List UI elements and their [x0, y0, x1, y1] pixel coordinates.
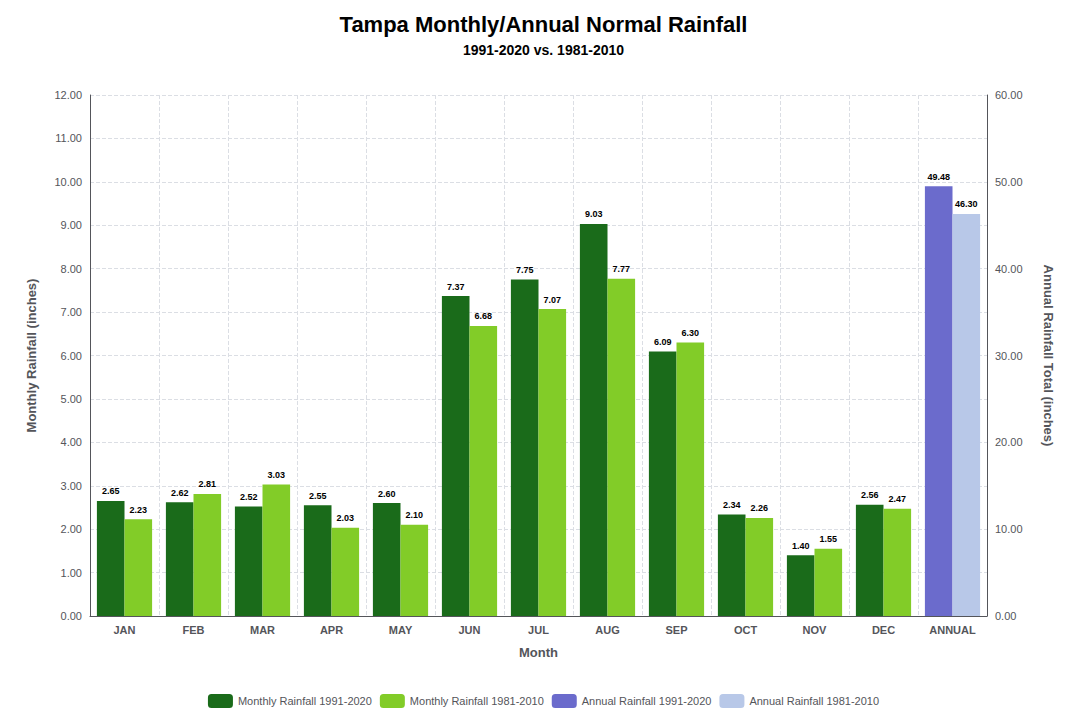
svg-text:9.00: 9.00 [61, 219, 82, 231]
svg-text:5.00: 5.00 [61, 393, 82, 405]
svg-text:7.75: 7.75 [516, 265, 534, 275]
svg-text:Tampa Monthly/Annual Normal Ra: Tampa Monthly/Annual Normal Rainfall [340, 12, 748, 37]
svg-text:10.00: 10.00 [54, 176, 82, 188]
svg-text:JUL: JUL [528, 624, 549, 636]
svg-text:2.62: 2.62 [171, 488, 189, 498]
svg-text:1991-2020 vs. 1981-2010: 1991-2020 vs. 1981-2010 [463, 42, 624, 58]
svg-text:2.47: 2.47 [889, 494, 907, 504]
svg-text:7.07: 7.07 [544, 295, 562, 305]
svg-text:30.00: 30.00 [995, 350, 1023, 362]
svg-text:20.00: 20.00 [995, 436, 1023, 448]
svg-text:12.00: 12.00 [54, 89, 82, 101]
svg-text:ANNUAL: ANNUAL [929, 624, 976, 636]
svg-text:NOV: NOV [803, 624, 828, 636]
svg-text:2.60: 2.60 [378, 489, 396, 499]
svg-text:6.00: 6.00 [61, 350, 82, 362]
svg-text:Monthly Rainfall (inches): Monthly Rainfall (inches) [24, 279, 39, 433]
svg-text:4.00: 4.00 [61, 436, 82, 448]
svg-text:1.00: 1.00 [61, 567, 82, 579]
svg-text:Annual Rainfall 1991-2020: Annual Rainfall 1991-2020 [582, 695, 712, 707]
svg-text:2.55: 2.55 [309, 491, 327, 501]
svg-text:49.48: 49.48 [927, 172, 950, 182]
svg-text:2.23: 2.23 [130, 505, 148, 515]
svg-text:60.00: 60.00 [995, 89, 1023, 101]
svg-text:MAY: MAY [389, 624, 413, 636]
svg-text:50.00: 50.00 [995, 176, 1023, 188]
svg-text:Annual Rainfall 1981-2010: Annual Rainfall 1981-2010 [749, 695, 879, 707]
svg-text:7.77: 7.77 [613, 264, 631, 274]
svg-text:8.00: 8.00 [61, 263, 82, 275]
svg-text:MAR: MAR [250, 624, 275, 636]
svg-text:2.56: 2.56 [861, 490, 879, 500]
svg-text:3.00: 3.00 [61, 480, 82, 492]
svg-text:DEC: DEC [872, 624, 895, 636]
svg-text:Annual Rainfall Total (inches): Annual Rainfall Total (inches) [1041, 265, 1056, 447]
svg-text:2.10: 2.10 [406, 510, 424, 520]
svg-text:APR: APR [320, 624, 343, 636]
svg-text:JAN: JAN [113, 624, 135, 636]
svg-text:1.55: 1.55 [820, 534, 838, 544]
svg-text:7.37: 7.37 [447, 282, 465, 292]
svg-text:JUN: JUN [458, 624, 480, 636]
svg-text:6.09: 6.09 [654, 337, 672, 347]
svg-text:2.65: 2.65 [102, 486, 120, 496]
svg-text:46.30: 46.30 [955, 199, 978, 209]
svg-text:9.03: 9.03 [585, 209, 603, 219]
svg-text:3.03: 3.03 [268, 470, 286, 480]
svg-text:2.26: 2.26 [751, 503, 769, 513]
svg-text:6.30: 6.30 [682, 328, 700, 338]
svg-text:Month: Month [519, 645, 558, 660]
svg-text:AUG: AUG [595, 624, 619, 636]
svg-text:7.00: 7.00 [61, 306, 82, 318]
svg-text:2.81: 2.81 [199, 479, 217, 489]
svg-text:Monthly Rainfall 1981-2010: Monthly Rainfall 1981-2010 [410, 695, 544, 707]
svg-text:6.68: 6.68 [475, 311, 493, 321]
svg-text:0.00: 0.00 [61, 610, 82, 622]
svg-text:2.00: 2.00 [61, 523, 82, 535]
svg-text:OCT: OCT [734, 624, 758, 636]
svg-text:10.00: 10.00 [995, 523, 1023, 535]
svg-text:SEP: SEP [665, 624, 687, 636]
svg-text:2.34: 2.34 [723, 500, 741, 510]
svg-text:40.00: 40.00 [995, 263, 1023, 275]
svg-text:0.00: 0.00 [995, 610, 1016, 622]
svg-text:Monthly Rainfall 1991-2020: Monthly Rainfall 1991-2020 [238, 695, 372, 707]
svg-text:1.40: 1.40 [792, 541, 810, 551]
svg-text:FEB: FEB [183, 624, 205, 636]
svg-text:2.52: 2.52 [240, 492, 258, 502]
svg-text:11.00: 11.00 [55, 132, 82, 144]
svg-text:2.03: 2.03 [337, 513, 355, 523]
